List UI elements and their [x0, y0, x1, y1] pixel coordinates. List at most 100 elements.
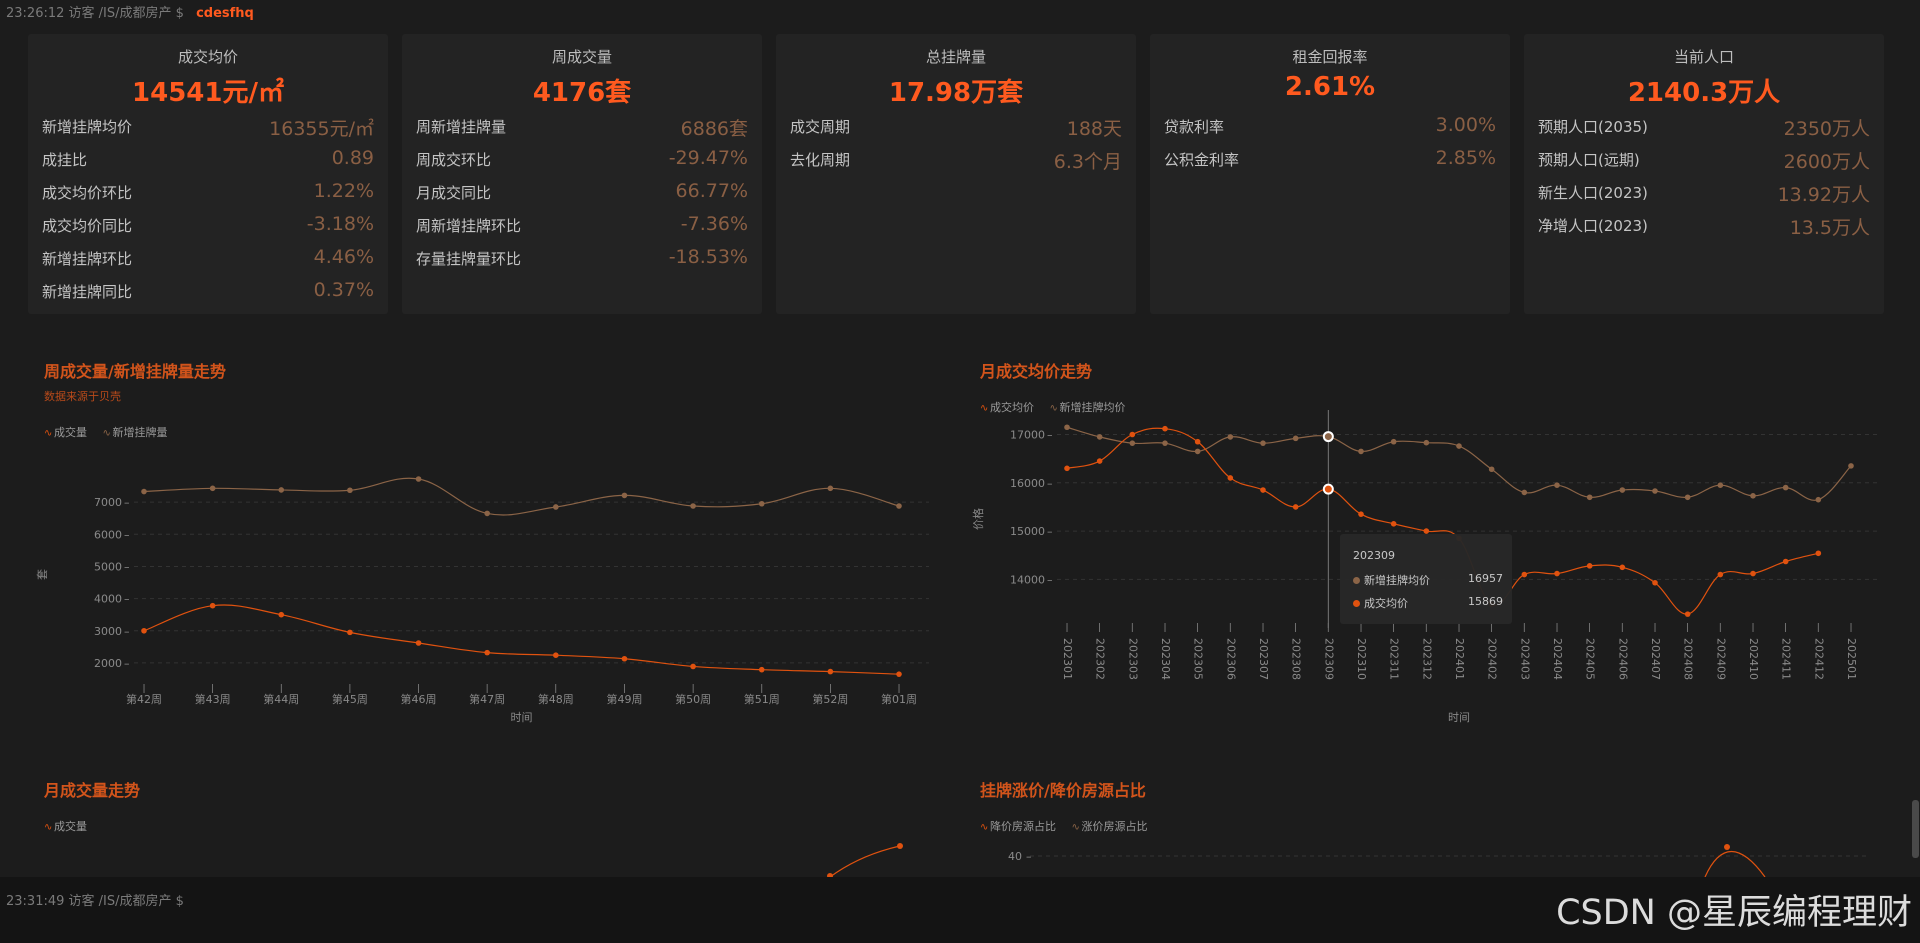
x-tick-mark: | [1261, 623, 1264, 633]
card-rent-yield: 租金回报率 2.61% 贷款利率 3.00% 公积金利率 2.85% [1150, 34, 1510, 314]
row-value: 66.77% [675, 180, 748, 202]
data-point [1488, 466, 1495, 473]
x-tick-mark: | [1817, 623, 1820, 633]
data-point [415, 640, 422, 646]
tooltip-title: 202309 [1353, 549, 1395, 562]
y-axis-label: 价格 [971, 508, 985, 530]
x-tick-mark: | [1359, 623, 1362, 633]
data-point [1194, 448, 1201, 455]
card-title: 成交均价 [177, 48, 238, 66]
row-label: 成挂比 [42, 151, 88, 169]
x-tick-mark: | [1588, 623, 1591, 633]
row-value: 2.85% [1435, 147, 1496, 169]
data-point [1129, 431, 1136, 438]
data-point [1521, 489, 1528, 496]
card-row: 去化周期 6.3个月 [790, 147, 1122, 173]
y-tick-mark: – [124, 560, 130, 573]
card-row: 周新增挂牌量 6886套 [416, 114, 748, 140]
card-row: 预期人口(远期) 2600万人 [1538, 147, 1870, 173]
card-row: 净增人口(2023) 13.5万人 [1538, 213, 1870, 239]
data-point [209, 485, 216, 492]
y-tick-mark: – [124, 528, 130, 541]
data-point [1194, 438, 1201, 445]
x-axis-label: 时间 [1448, 711, 1470, 724]
data-point [141, 488, 147, 495]
data-point [553, 652, 559, 659]
x-tick-label: 202404 [1551, 638, 1564, 680]
card-title: 周成交量 [551, 48, 612, 66]
weekly-chart-legend: ∿ 成交量 ∿ 新增挂牌量 [44, 424, 180, 440]
data-point [1717, 482, 1724, 488]
legend-item-price-cut[interactable]: ∿ 降价房源占比 [980, 820, 1056, 833]
data-point [1390, 438, 1397, 445]
card-row: 存量挂牌量环比 -18.53% [416, 246, 748, 270]
weekly-chart-subtitle: 数据来源于贝壳 [44, 390, 121, 403]
x-tick-label: 202408 [1682, 638, 1695, 680]
card-row: 公积金利率 2.85% [1164, 147, 1496, 171]
data-point [1521, 571, 1528, 578]
data-point [1227, 434, 1234, 440]
monthly-price-chart-title: 月成交均价走势 [980, 362, 1093, 381]
x-tick-label: 202411 [1780, 638, 1793, 680]
y-tick-label: 5000 [94, 560, 122, 573]
y-tick-mark: – [124, 625, 130, 638]
x-tick-label: 第43周 [195, 692, 231, 706]
card-total-listings: 总挂牌量 17.98万套 成交周期 188天 去化周期 6.3个月 [776, 34, 1136, 314]
data-point [827, 485, 834, 492]
data-point [1652, 488, 1658, 494]
x-tick-label: 202310 [1355, 638, 1368, 680]
tooltip-row: 成交均价 15869 [1353, 595, 1503, 611]
legend-item-new-listings[interactable]: ∿ 新增挂牌量 [102, 426, 168, 439]
x-tick-mark: | [1849, 623, 1852, 633]
data-point [278, 611, 285, 618]
row-value: 16355元/㎡ [269, 118, 374, 140]
card-title: 租金回报率 [1292, 48, 1368, 66]
x-tick-mark: | [829, 684, 832, 694]
data-point [1358, 448, 1364, 455]
x-tick-label: 202306 [1224, 638, 1237, 680]
data-point [1322, 483, 1334, 495]
row-value: 1.22% [313, 180, 374, 202]
legend-dot-icon [1353, 600, 1360, 607]
card-population: 当前人口 2140.3万人 预期人口(2035) 2350万人 预期人口(远期) 2… [1524, 34, 1884, 314]
y-tick-mark: – [1047, 573, 1053, 586]
y-tick-label: 16000 [1010, 477, 1045, 490]
x-tick-mark: | [280, 684, 283, 694]
card-avg-price: 成交均价 14541元/㎡ 新增挂牌均价 16355元/㎡ 成挂比 0.89 成交均… [28, 34, 388, 314]
legend-item-avg-price[interactable]: ∿ 成交均价 [980, 401, 1034, 414]
x-tick-label: 202401 [1453, 638, 1466, 680]
legend-item-price-raise[interactable]: ∿ 涨价房源占比 [1071, 820, 1148, 833]
x-tick-label: 202410 [1747, 638, 1760, 680]
data-point [278, 487, 285, 493]
legend-item-new-listing-price[interactable]: ∿ 新增挂牌均价 [1049, 401, 1126, 414]
y-tick-label: 17000 [1010, 428, 1045, 441]
data-point [209, 602, 216, 609]
x-tick-label: 202406 [1616, 638, 1629, 680]
card-main-value: 4176套 [532, 78, 632, 108]
x-tick-mark: | [417, 684, 420, 694]
x-tick-mark: | [486, 684, 489, 694]
y-tick-label: 6000 [94, 528, 122, 541]
row-value: 2600万人 [1783, 151, 1870, 173]
scrollbar-thumb[interactable] [1912, 800, 1919, 858]
data-point [1815, 496, 1822, 503]
data-point [1260, 487, 1266, 493]
data-point [1292, 504, 1299, 510]
x-tick-label: 第45周 [332, 692, 368, 706]
legend-item-monthly-volume[interactable]: ∿ 成交量 [44, 820, 87, 833]
data-point [1423, 528, 1430, 534]
price-ratio-chart-title: 挂牌涨价/降价房源占比 [980, 781, 1146, 800]
scrollbar-track[interactable] [1910, 0, 1920, 877]
row-value: -7.36% [680, 213, 748, 235]
data-point [1554, 482, 1560, 488]
data-point [1129, 440, 1136, 446]
legend-item-volume[interactable]: ∿ 成交量 [44, 426, 87, 439]
y-tick-label: 2000 [94, 657, 122, 670]
monthly-price-chart-legend: ∿ 成交均价 ∿ 新增挂牌均价 [980, 399, 1138, 415]
monthly-volume-line [829, 845, 901, 878]
x-tick-mark: | [1523, 623, 1526, 633]
row-label: 新增挂牌同比 [42, 283, 133, 301]
x-tick-label: 第01周 [881, 692, 917, 706]
data-point [553, 504, 559, 510]
row-value: -29.47% [668, 147, 748, 169]
